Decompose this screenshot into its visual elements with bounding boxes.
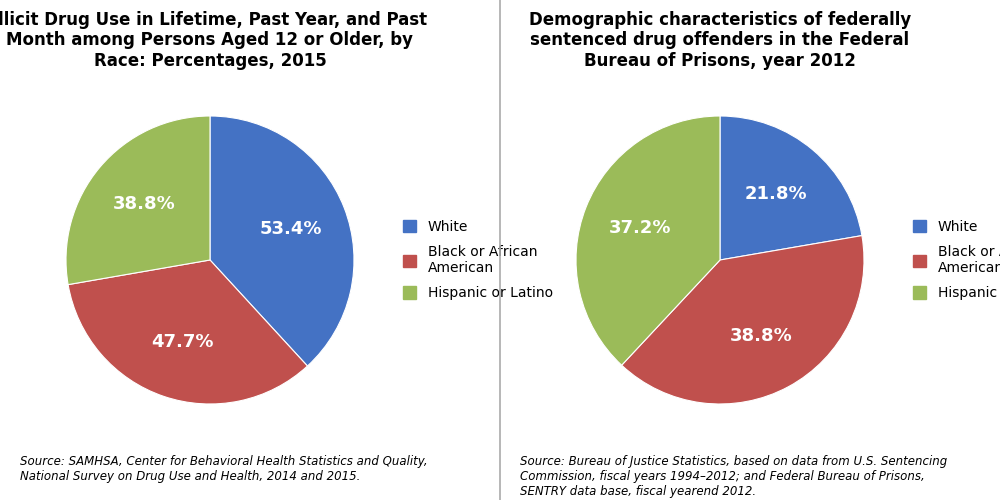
Wedge shape	[720, 116, 862, 260]
Wedge shape	[68, 260, 307, 404]
Text: 38.8%: 38.8%	[113, 196, 175, 214]
Wedge shape	[66, 116, 210, 284]
Legend: White, Black or African
American, Hispanic or Latino: White, Black or African American, Hispan…	[397, 214, 558, 306]
Legend: White, Black or African
American, Hispanic or Latino: White, Black or African American, Hispan…	[907, 214, 1000, 306]
Text: 47.7%: 47.7%	[151, 333, 213, 351]
Text: 37.2%: 37.2%	[608, 220, 671, 238]
Wedge shape	[210, 116, 354, 366]
Text: 21.8%: 21.8%	[744, 185, 807, 203]
Text: 38.8%: 38.8%	[730, 327, 792, 345]
Title: Demographic characteristics of federally
sentenced drug offenders in the Federal: Demographic characteristics of federally…	[529, 10, 911, 70]
Text: Source: Bureau of Justice Statistics, based on data from U.S. Sentencing
Commiss: Source: Bureau of Justice Statistics, ba…	[520, 455, 947, 498]
Wedge shape	[622, 236, 864, 404]
Title: Illicit Drug Use in Lifetime, Past Year, and Past
Month among Persons Aged 12 or: Illicit Drug Use in Lifetime, Past Year,…	[0, 10, 428, 70]
Text: Source: SAMHSA, Center for Behavioral Health Statistics and Quality,
National Su: Source: SAMHSA, Center for Behavioral He…	[20, 455, 428, 483]
Text: 53.4%: 53.4%	[259, 220, 322, 238]
Wedge shape	[576, 116, 720, 365]
